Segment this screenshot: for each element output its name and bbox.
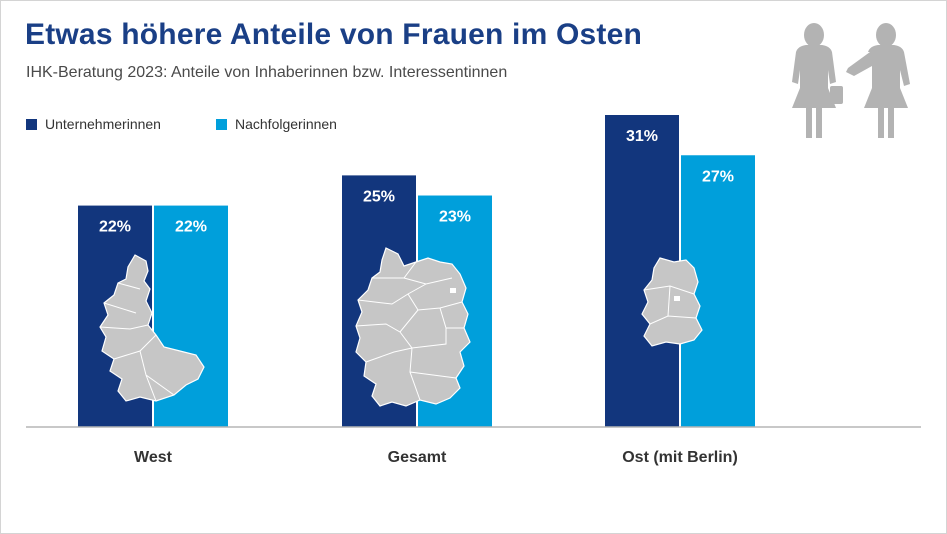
legend-label-nachfolgerinnen: Nachfolgerinnen (235, 116, 337, 132)
businesswomen-icon (792, 23, 910, 138)
category-label-0: West (134, 449, 173, 466)
germany-map-full-icon (355, 247, 471, 407)
legend-item-nachfolgerinnen: Nachfolgerinnen (216, 116, 337, 132)
chart-subtitle: IHK-Beratung 2023: Anteile von Inhaberin… (26, 64, 508, 81)
data-label-unternehmerinnen-0: 22% (99, 219, 131, 236)
germany-map-east-icon (641, 257, 703, 347)
data-label-nachfolgerinnen-1: 23% (439, 209, 471, 226)
businesswoman-icon (792, 23, 843, 138)
legend-swatch-unternehmerinnen (26, 118, 37, 130)
category-label-1: Gesamt (388, 449, 447, 466)
maps-group (99, 247, 703, 407)
data-label-nachfolgerinnen-2: 27% (702, 168, 734, 185)
data-label-unternehmerinnen-2: 31% (626, 128, 658, 145)
data-label-nachfolgerinnen-0: 22% (175, 219, 207, 236)
legend-item-unternehmerinnen: Unternehmerinnen (26, 116, 161, 132)
legend-label-unternehmerinnen: Unternehmerinnen (45, 116, 161, 132)
labels-group: 22% 22% West 25% 23% Gesamt 31% 27% Ost (mit Ber… (99, 128, 738, 466)
data-label-unternehmerinnen-1: 25% (363, 188, 395, 205)
chart-title: Etwas höhere Anteile von Frauen im Osten (25, 18, 643, 51)
legend-swatch-nachfolgerinnen (216, 118, 227, 130)
category-label-2: Ost (mit Berlin) (622, 449, 738, 466)
germany-map-west-icon (99, 254, 205, 402)
businesswoman-pointing-icon (846, 23, 910, 138)
